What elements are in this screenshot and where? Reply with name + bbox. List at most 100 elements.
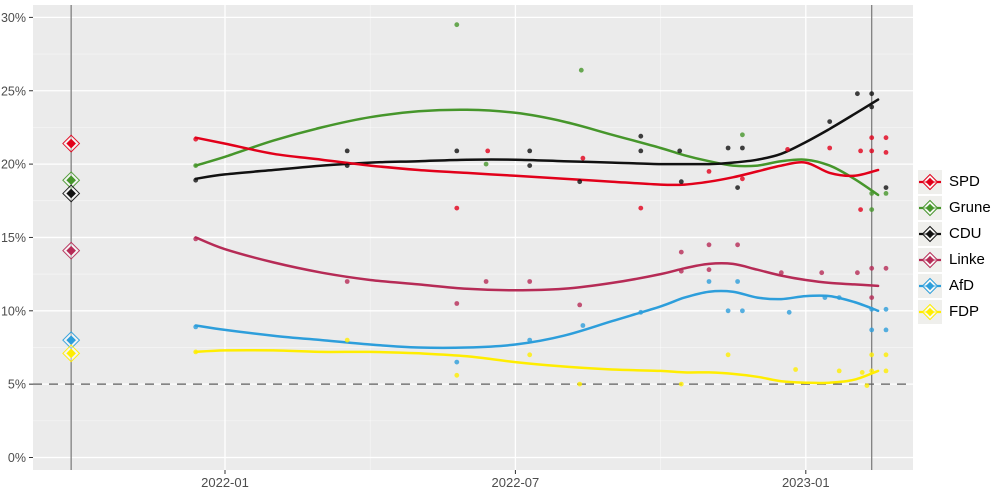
trend-line-afd: [194, 289, 880, 350]
poll-point: [577, 381, 583, 387]
poll-point: [883, 327, 889, 333]
y-tick-label: 25%: [1, 84, 26, 98]
poll-point: [344, 148, 350, 154]
poll-point: [836, 295, 842, 300]
legend-label-cdu: CDU: [949, 225, 982, 242]
poll-point: [193, 177, 199, 183]
diamond-icon: [66, 138, 76, 149]
poll-point: [527, 163, 533, 169]
legend-key-diamond-icon: [918, 222, 942, 246]
legend: SPD Grune CDU Linke AfD FDP: [918, 170, 991, 324]
poll-point: [678, 268, 684, 274]
legend-diamond-icon: [925, 281, 935, 291]
poll-point: [883, 368, 889, 374]
axes: 0% 5% 10% 15% 20% 25% 30% 2022-01 2022-07 2023-01: [1, 11, 830, 490]
y-tick-label: 5%: [8, 378, 26, 392]
election-result-diamond-afd: [62, 331, 81, 350]
poll-point: [778, 270, 784, 276]
poll-point: [193, 349, 199, 355]
y-tick-label: 0%: [8, 451, 26, 465]
legend-label-fdp: FDP: [949, 303, 979, 320]
legend-key-diamond-icon: [918, 170, 942, 194]
poll-point: [869, 327, 875, 333]
poll-point: [454, 205, 460, 211]
x-tick-label: 2022-07: [492, 475, 540, 490]
poll-point: [638, 133, 644, 139]
election-result-diamond-cdu: [62, 184, 81, 203]
poll-point: [855, 270, 860, 276]
poll-point: [869, 352, 875, 358]
poll-point: [454, 148, 460, 154]
poll-point: [740, 308, 745, 314]
poll-point: [706, 242, 712, 248]
legend-diamond-icon: [925, 255, 935, 265]
poll-point: [577, 179, 583, 185]
poll-point: [485, 148, 491, 154]
election-result-diamond-linke: [62, 241, 81, 260]
poll-point: [869, 148, 875, 154]
poll-point: [858, 207, 863, 213]
poll-point: [869, 104, 875, 110]
poll-point: [454, 301, 460, 306]
poll-point: [454, 22, 460, 28]
legend-label-linke: Linke: [949, 251, 985, 268]
poll-point: [883, 265, 889, 271]
poll-point: [740, 176, 745, 182]
poll-point: [786, 309, 792, 315]
poll-point: [869, 191, 875, 196]
poll-point: [638, 309, 644, 315]
poll-point: [527, 352, 533, 358]
poll-point: [344, 279, 350, 284]
poll-point: [725, 308, 731, 314]
poll-point: [883, 191, 889, 196]
poll-point: [454, 372, 460, 378]
poll-point: [869, 91, 875, 97]
poll-point: [725, 352, 731, 358]
poll-points-cdu: [193, 91, 889, 191]
x-tick-label: 2023-01: [782, 475, 830, 490]
legend-diamond-icon: [925, 307, 935, 317]
diamond-icon: [66, 175, 76, 186]
x-tick-label: 2022-01: [201, 475, 249, 490]
poll-point: [869, 207, 875, 213]
poll-point: [855, 91, 860, 97]
legend-item-cdu[interactable]: CDU: [918, 222, 991, 246]
poll-point: [740, 132, 745, 138]
legend-item-fdp[interactable]: FDP: [918, 300, 991, 324]
poll-point: [578, 67, 584, 73]
poll-point: [527, 337, 533, 343]
legend-key-diamond-icon: [918, 300, 942, 324]
legend-item-spd[interactable]: SPD: [918, 170, 991, 194]
diamond-icon: [66, 245, 76, 256]
y-tick-label: 10%: [1, 304, 26, 318]
legend-label-afd: AfD: [949, 277, 975, 294]
poll-point: [858, 148, 863, 154]
poll-point: [869, 265, 875, 271]
legend-label-grune: Grune: [949, 199, 991, 216]
legend-item-linke[interactable]: Linke: [918, 248, 991, 272]
poll-point: [869, 368, 875, 374]
legend-key-diamond-icon: [918, 248, 942, 272]
diamond-icon: [66, 335, 76, 345]
legend-item-afd[interactable]: AfD: [918, 274, 991, 298]
trend-line-spd: [194, 136, 880, 187]
poll-point: [344, 337, 350, 343]
poll-point: [193, 163, 199, 169]
poll-point: [883, 135, 889, 141]
poll-point: [483, 161, 489, 167]
poll-point: [735, 242, 740, 248]
legend-diamond-icon: [925, 229, 935, 239]
poll-point: [883, 150, 889, 155]
poll-point: [883, 352, 889, 358]
poll-points-linke: [193, 236, 889, 308]
legend-item-grune[interactable]: Grune: [918, 196, 991, 220]
trend-line-cdu: [194, 98, 880, 181]
poll-point: [678, 249, 684, 255]
legend-key-diamond-icon: [918, 274, 942, 298]
poll-point: [793, 367, 798, 372]
poll-point: [836, 368, 842, 374]
legend-diamond-icon: [925, 203, 935, 213]
trend-line-grune: [194, 108, 880, 197]
poll-point: [193, 136, 199, 142]
